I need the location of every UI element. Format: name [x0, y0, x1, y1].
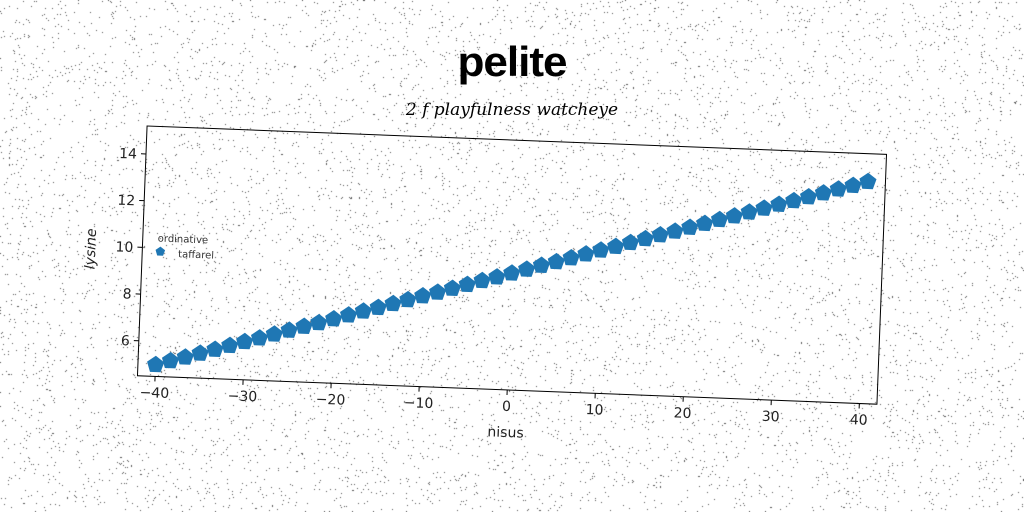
y-tick-label: 6	[121, 333, 131, 349]
data-point	[147, 355, 165, 373]
legend-title: ordinative	[158, 233, 209, 246]
data-point	[651, 225, 669, 243]
data-point	[518, 260, 536, 277]
data-point	[488, 268, 506, 285]
data-point	[577, 245, 595, 262]
x-tick-label: −30	[227, 388, 257, 405]
data-point	[710, 210, 729, 228]
y-tick-label: 8	[122, 286, 132, 302]
y-tick-label: 14	[119, 146, 138, 163]
x-tick-label: 30	[761, 409, 779, 426]
data-point	[161, 351, 180, 369]
data-point	[473, 271, 491, 289]
data-point	[325, 310, 343, 327]
data-point	[250, 329, 269, 346]
x-tick-label: 20	[673, 405, 691, 422]
data-point	[770, 195, 788, 212]
x-axis-label: nisus	[487, 424, 524, 441]
data-point	[666, 222, 684, 239]
chart-title: pelite	[457, 38, 568, 85]
x-tick-label: 0	[502, 399, 512, 415]
data-point	[607, 237, 625, 255]
data-point	[236, 332, 254, 350]
data-point	[829, 180, 847, 197]
data-point	[859, 172, 877, 190]
legend-marker	[155, 246, 166, 256]
data-point	[532, 256, 551, 273]
data-point	[221, 336, 239, 354]
y-axis-label: lysine	[83, 228, 101, 269]
data-point	[725, 207, 743, 224]
data-point	[206, 340, 224, 358]
data-point	[310, 313, 328, 331]
x-tick-label: −20	[315, 392, 345, 409]
data-point	[340, 306, 358, 323]
legend-label: taffarel	[178, 249, 214, 261]
data-point	[399, 290, 417, 308]
data-point	[443, 279, 461, 296]
data-point	[740, 203, 758, 220]
data-point	[785, 191, 803, 209]
x-tick-label: −10	[403, 395, 433, 412]
data-point	[295, 317, 313, 335]
data-point	[176, 348, 194, 365]
data-point	[800, 187, 818, 205]
x-tick-label: 10	[585, 402, 603, 419]
data-point	[681, 218, 699, 235]
data-point	[354, 302, 372, 319]
data-point	[696, 214, 714, 232]
y-tick-label: 12	[117, 193, 135, 210]
data-point	[429, 283, 447, 300]
data-point	[844, 176, 862, 194]
data-point	[280, 321, 298, 338]
data-point	[562, 248, 580, 266]
data-point	[814, 184, 832, 201]
data-point	[621, 233, 640, 251]
data-point	[384, 294, 402, 312]
x-tick-label: −40	[139, 385, 169, 402]
legend: ordinative taffarel	[155, 233, 214, 262]
data-point	[191, 344, 209, 361]
x-tick-label: 40	[849, 412, 867, 429]
data-point	[592, 241, 610, 258]
data-point	[265, 325, 283, 342]
chart-subtitle: 2 f playfulness watcheye	[405, 100, 619, 120]
data-point	[547, 252, 565, 270]
data-point	[755, 199, 773, 216]
data-point	[503, 264, 521, 281]
data-point	[458, 275, 476, 293]
y-tick-label: 10	[115, 239, 133, 256]
data-point	[414, 287, 432, 304]
data-point	[369, 298, 387, 316]
data-point	[636, 229, 654, 247]
